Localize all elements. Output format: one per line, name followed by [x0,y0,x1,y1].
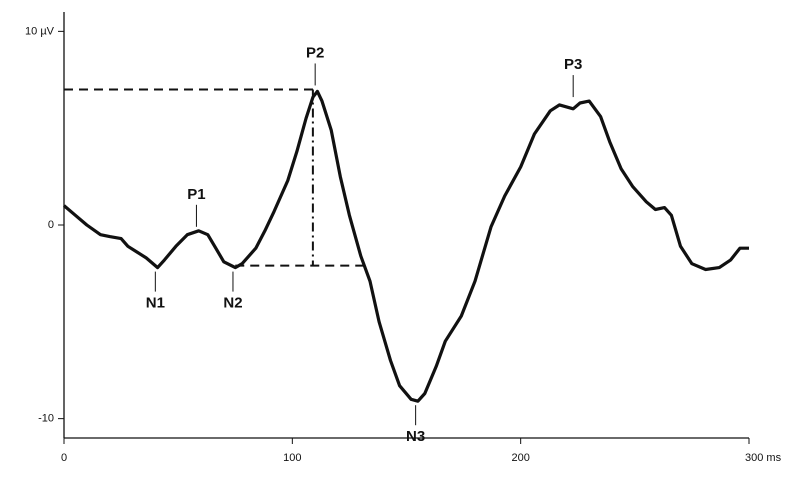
y-tick-label: 10 µV [25,25,55,37]
annotation-label: N2 [223,295,242,312]
x-tick-label: 100 [283,452,301,464]
waveform [62,89,749,403]
annotation-label: P2 [306,44,324,61]
x-tick-label: 300 ms [745,452,782,464]
x-tick-label: 0 [61,452,67,464]
y-tick-label: 0 [48,219,54,231]
annotation-label: P1 [187,186,205,203]
annotation-label: N1 [146,295,165,312]
annotation-label: N3 [406,428,425,445]
annotation-label: P3 [564,56,582,73]
x-tick-label: 200 [511,452,529,464]
y-tick-label: -10 [38,413,54,425]
